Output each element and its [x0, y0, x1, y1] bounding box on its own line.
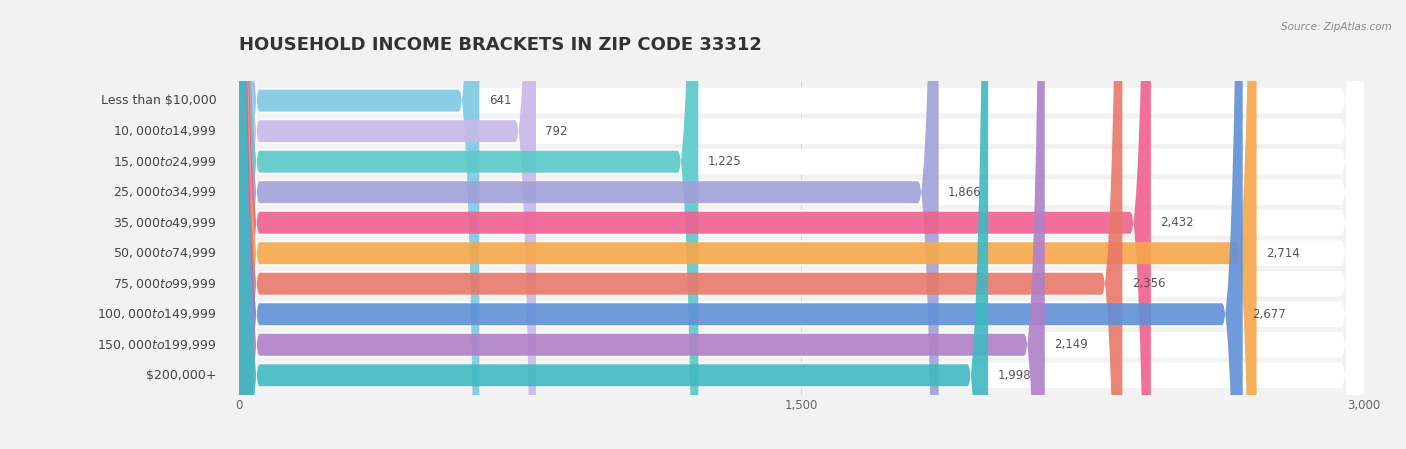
Text: HOUSEHOLD INCOME BRACKETS IN ZIP CODE 33312: HOUSEHOLD INCOME BRACKETS IN ZIP CODE 33… [239, 36, 762, 54]
FancyBboxPatch shape [239, 0, 1364, 449]
FancyBboxPatch shape [239, 0, 1152, 449]
FancyBboxPatch shape [239, 0, 939, 449]
FancyBboxPatch shape [239, 0, 988, 449]
Text: 2,356: 2,356 [1132, 277, 1166, 290]
FancyBboxPatch shape [239, 0, 1243, 449]
Text: 2,714: 2,714 [1265, 247, 1299, 260]
Text: 792: 792 [546, 125, 568, 138]
FancyBboxPatch shape [239, 0, 536, 449]
FancyBboxPatch shape [239, 0, 1364, 449]
Text: 1,866: 1,866 [948, 186, 981, 199]
Text: 2,149: 2,149 [1054, 338, 1088, 351]
FancyBboxPatch shape [239, 0, 1364, 449]
FancyBboxPatch shape [239, 0, 1364, 449]
Text: 2,677: 2,677 [1253, 308, 1286, 321]
FancyBboxPatch shape [239, 0, 479, 449]
Text: $15,000 to $24,999: $15,000 to $24,999 [112, 155, 217, 169]
FancyBboxPatch shape [239, 0, 1257, 449]
FancyBboxPatch shape [239, 0, 1364, 449]
FancyBboxPatch shape [239, 0, 1364, 449]
Text: $200,000+: $200,000+ [146, 369, 217, 382]
Text: $10,000 to $14,999: $10,000 to $14,999 [112, 124, 217, 138]
FancyBboxPatch shape [239, 0, 1045, 449]
Text: 1,998: 1,998 [997, 369, 1031, 382]
Text: $75,000 to $99,999: $75,000 to $99,999 [112, 277, 217, 291]
Text: 1,225: 1,225 [707, 155, 741, 168]
Text: $25,000 to $34,999: $25,000 to $34,999 [112, 185, 217, 199]
Text: 641: 641 [489, 94, 512, 107]
Text: $35,000 to $49,999: $35,000 to $49,999 [112, 216, 217, 230]
Text: Source: ZipAtlas.com: Source: ZipAtlas.com [1281, 22, 1392, 32]
FancyBboxPatch shape [239, 0, 1122, 449]
FancyBboxPatch shape [239, 0, 1364, 449]
FancyBboxPatch shape [239, 0, 1364, 449]
Text: $50,000 to $74,999: $50,000 to $74,999 [112, 246, 217, 260]
FancyBboxPatch shape [239, 0, 1364, 449]
FancyBboxPatch shape [239, 0, 1364, 449]
Text: 2,432: 2,432 [1160, 216, 1194, 229]
Text: Less than $10,000: Less than $10,000 [101, 94, 217, 107]
Text: $100,000 to $149,999: $100,000 to $149,999 [97, 307, 217, 321]
Text: $150,000 to $199,999: $150,000 to $199,999 [97, 338, 217, 352]
FancyBboxPatch shape [239, 0, 699, 449]
